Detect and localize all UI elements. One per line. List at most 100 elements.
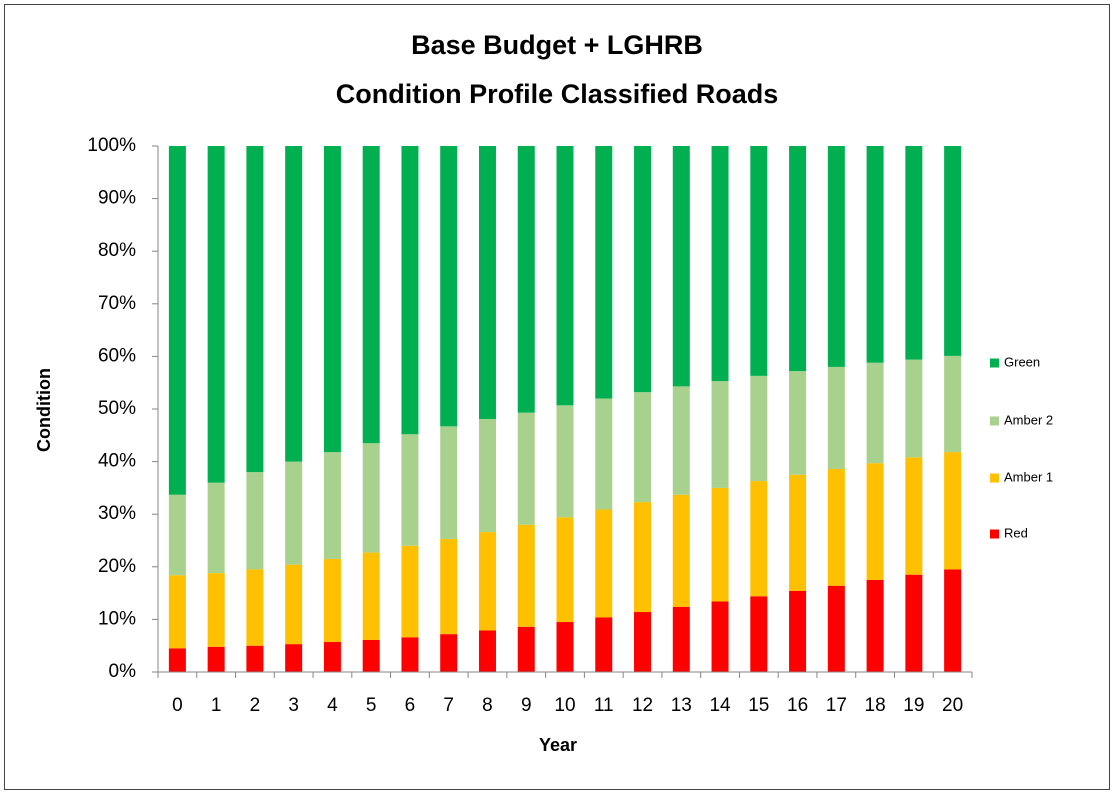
bar-segment [517, 412, 535, 525]
x-tick-label: 16 [787, 695, 808, 716]
bar-segment [168, 494, 186, 576]
bar-segment [556, 146, 574, 406]
bar-segment [362, 552, 380, 640]
bar-segment [556, 405, 574, 518]
y-tick-label: 30% [98, 503, 136, 524]
x-tick-label: 11 [594, 695, 614, 716]
bar-segment [207, 646, 225, 672]
bar-segment [672, 606, 690, 672]
bar-segment [323, 642, 341, 672]
legend-swatch [990, 529, 999, 539]
bar-segment [711, 146, 729, 382]
bar-segment [207, 482, 225, 574]
x-tick-label: 10 [554, 695, 575, 716]
bar-segment [595, 617, 613, 672]
bar-segment [944, 146, 962, 356]
bar-segment [672, 494, 690, 607]
y-tick-label: 100% [87, 135, 136, 156]
bar-segment [944, 452, 962, 570]
bar-segment [323, 146, 341, 453]
bar-segment [672, 386, 690, 495]
x-tick-label: 17 [826, 695, 847, 716]
x-tick-label: 19 [903, 695, 924, 716]
bar-segment [789, 590, 807, 672]
bar-segment [905, 574, 923, 672]
bar-segment [517, 524, 535, 627]
bar-segment [789, 146, 807, 372]
bar-segment [168, 575, 186, 649]
bar-segment [750, 596, 768, 672]
bar-segment [440, 634, 458, 672]
bar-segment [827, 585, 845, 672]
bar-segment [866, 146, 884, 363]
x-tick-label: 1 [211, 695, 222, 716]
bar-segment [285, 644, 303, 672]
x-tick-label: 18 [865, 695, 886, 716]
legend-swatch [990, 416, 999, 426]
bar-segment [362, 443, 380, 553]
x-tick-label: 14 [709, 695, 731, 716]
bar-segment [246, 645, 264, 672]
bar-segment [905, 146, 923, 360]
y-tick-label: 60% [98, 345, 136, 366]
bar-segment [246, 472, 264, 570]
bar-segment [634, 146, 652, 393]
bar-segment [246, 569, 264, 646]
legend-label: Green [1004, 354, 1040, 369]
y-tick-label: 20% [98, 556, 136, 577]
x-tick-label: 9 [521, 695, 532, 716]
x-tick-label: 13 [671, 695, 692, 716]
bar-segment [827, 146, 845, 367]
bar-segment [401, 545, 419, 638]
bar-segment [711, 381, 729, 488]
bar-segment [944, 355, 962, 453]
bar-segment [905, 359, 923, 458]
bar-segment [207, 146, 225, 483]
bar-segment [556, 517, 574, 623]
bar-segment [556, 622, 574, 672]
bar-segment [866, 463, 884, 580]
x-tick-label: 8 [482, 695, 493, 716]
bar-segment [789, 474, 807, 591]
legend-swatch [990, 358, 999, 368]
bar-segment [750, 146, 768, 376]
bar-segment [362, 639, 380, 672]
y-tick-label: 90% [98, 188, 136, 209]
bar-segment [866, 362, 884, 464]
x-tick-label: 7 [443, 695, 454, 716]
bar-segment [866, 579, 884, 672]
bar-segment [440, 146, 458, 427]
bar-segment [440, 426, 458, 539]
bar-segment [595, 146, 613, 399]
legend-label: Amber 1 [1004, 469, 1053, 484]
y-tick-label: 40% [98, 451, 136, 472]
bar-segment [285, 564, 303, 645]
x-tick-label: 3 [288, 695, 299, 716]
bar-segment [750, 481, 768, 597]
chart-title: Base Budget + LGHRB [411, 30, 703, 60]
bar-segment [595, 398, 613, 510]
x-tick-label: 20 [942, 695, 963, 716]
legend-swatch [990, 473, 999, 483]
bar-segment [595, 509, 613, 618]
legend-label: Amber 2 [1004, 412, 1053, 427]
bar-segment [827, 366, 845, 469]
bar-segment [401, 637, 419, 672]
bar-segment [285, 461, 303, 565]
bar-segment [323, 452, 341, 559]
bar-segment [634, 392, 652, 503]
bar-segment [478, 418, 496, 533]
bar-segment [362, 146, 380, 444]
chart-title: Condition Profile Classified Roads [336, 79, 779, 109]
bar-segment [517, 146, 535, 413]
bar-segment [634, 612, 652, 672]
x-axis-label: Year [539, 735, 577, 755]
x-tick-label: 2 [250, 695, 261, 716]
y-axis-label: Condition [34, 368, 54, 452]
legend-label: Red [1004, 525, 1028, 540]
x-tick-label: 4 [327, 695, 338, 716]
bar-segment [478, 532, 496, 631]
y-tick-label: 70% [98, 293, 136, 314]
bar-segment [672, 146, 690, 387]
bar-segment [905, 457, 923, 575]
